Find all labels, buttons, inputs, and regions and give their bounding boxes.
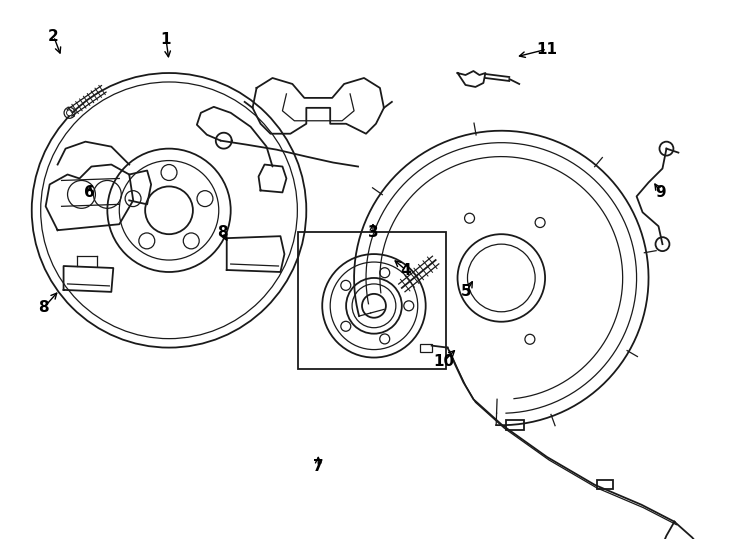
- Text: 6: 6: [84, 185, 95, 200]
- Text: 4: 4: [401, 262, 411, 278]
- Text: 8: 8: [217, 225, 228, 240]
- Text: 5: 5: [461, 285, 472, 299]
- Text: 11: 11: [537, 42, 558, 57]
- Bar: [298, 232, 446, 369]
- Circle shape: [67, 110, 73, 116]
- Bar: [597, 480, 613, 489]
- Text: 7: 7: [313, 460, 324, 475]
- Bar: [506, 420, 524, 430]
- Text: 9: 9: [655, 185, 666, 200]
- Text: 10: 10: [433, 354, 454, 369]
- Text: 2: 2: [48, 29, 59, 44]
- Bar: [420, 343, 432, 352]
- Text: 8: 8: [38, 300, 49, 315]
- Text: 1: 1: [161, 32, 171, 46]
- Text: 3: 3: [368, 225, 378, 240]
